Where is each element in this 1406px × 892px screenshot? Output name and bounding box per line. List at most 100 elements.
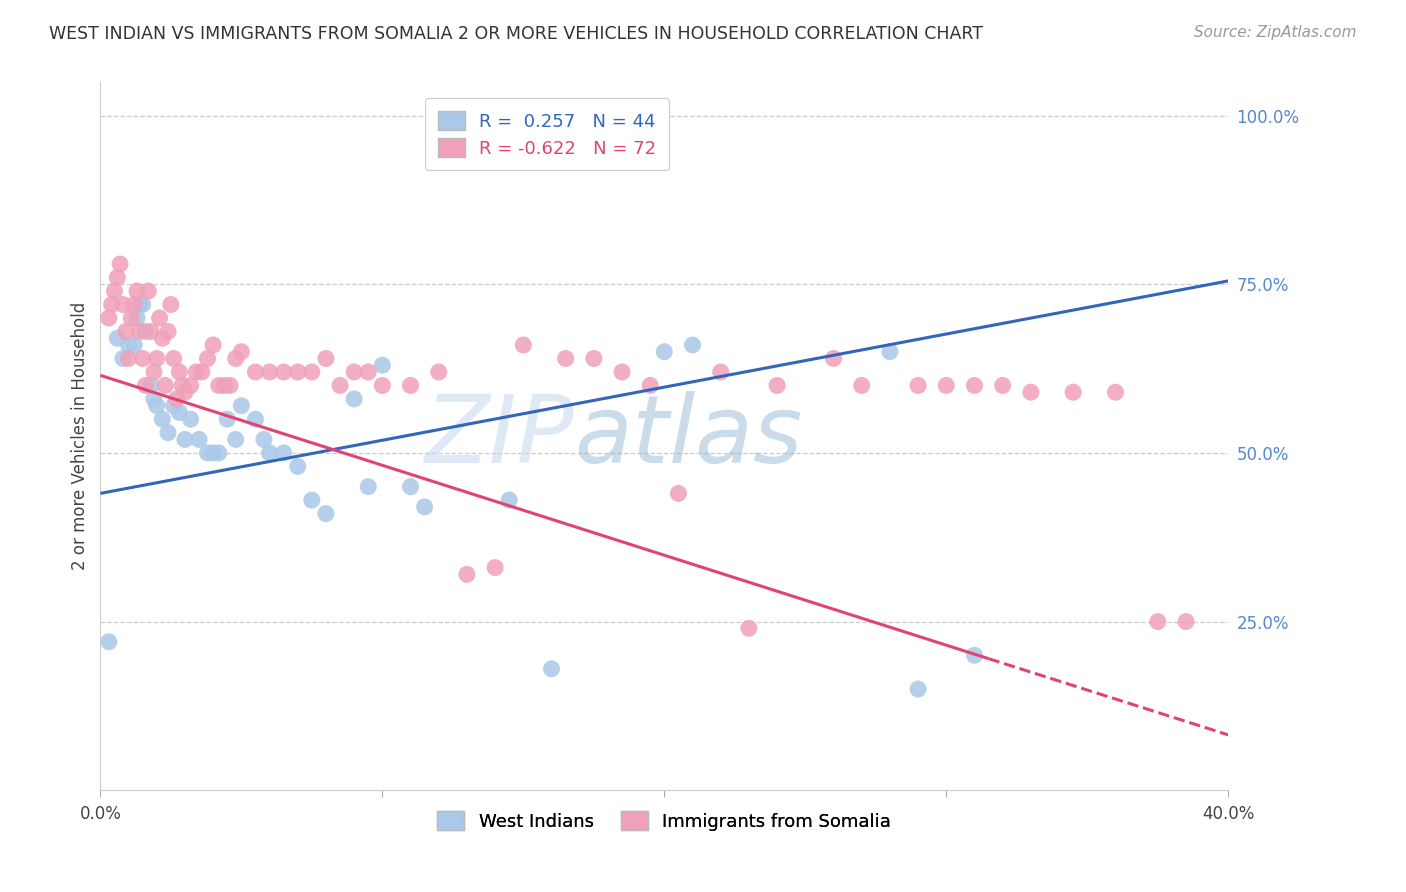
Point (172, 378, 194, 392)
Point (160, 297, 183, 311)
Point (157, 325, 180, 339)
Point (512, 338, 534, 352)
Point (163, 399, 186, 413)
Point (139, 325, 162, 339)
Point (202, 338, 225, 352)
Point (498, 493, 520, 508)
Point (186, 365, 208, 379)
Point (638, 378, 661, 392)
Point (120, 311, 142, 326)
Point (287, 365, 309, 379)
Point (145, 399, 167, 413)
Point (245, 365, 267, 379)
Point (851, 378, 873, 392)
Point (329, 378, 352, 392)
Point (150, 331, 173, 345)
Point (963, 378, 986, 392)
Point (357, 365, 380, 379)
Point (991, 378, 1014, 392)
Point (139, 378, 162, 392)
Point (766, 378, 789, 392)
Point (301, 493, 323, 508)
Point (169, 365, 191, 379)
Point (157, 425, 180, 440)
Point (174, 385, 197, 400)
Text: ZIP: ZIP (425, 391, 574, 482)
Point (301, 365, 323, 379)
Point (231, 344, 253, 359)
Point (217, 412, 239, 426)
Point (117, 351, 139, 366)
Point (273, 446, 295, 460)
Point (150, 412, 173, 426)
Point (371, 378, 394, 392)
Point (738, 621, 761, 635)
Point (128, 297, 150, 311)
Point (105, 270, 128, 285)
Point (145, 351, 167, 366)
Point (231, 399, 253, 413)
Text: WEST INDIAN VS IMMIGRANTS FROM SOMALIA 2 OR MORE VEHICLES IN HOUSEHOLD CORRELATI: WEST INDIAN VS IMMIGRANTS FROM SOMALIA 2… (49, 25, 983, 43)
Point (245, 412, 267, 426)
Point (208, 446, 231, 460)
Point (225, 351, 247, 366)
Point (540, 662, 562, 676)
Point (166, 392, 188, 406)
Point (122, 338, 145, 352)
Point (111, 351, 134, 366)
Point (219, 378, 242, 392)
Point (225, 433, 247, 447)
Point (668, 486, 690, 500)
Point (371, 358, 394, 372)
Point (652, 344, 675, 359)
Point (100, 297, 122, 311)
Point (1019, 385, 1042, 400)
Point (163, 351, 186, 366)
Point (122, 297, 145, 311)
Point (169, 405, 191, 419)
Point (259, 446, 281, 460)
Point (399, 480, 422, 494)
Point (554, 351, 576, 366)
Point (180, 378, 202, 392)
Point (413, 500, 436, 514)
Point (202, 446, 225, 460)
Point (253, 433, 276, 447)
Point (111, 297, 134, 311)
Point (128, 325, 150, 339)
Point (142, 392, 165, 406)
Point (155, 378, 177, 392)
Point (582, 351, 605, 366)
Text: Source: ZipAtlas.com: Source: ZipAtlas.com (1194, 25, 1357, 40)
Point (823, 351, 845, 366)
Point (456, 567, 478, 582)
Point (125, 311, 148, 326)
Point (315, 351, 337, 366)
Text: atlas: atlas (574, 391, 803, 482)
Point (907, 681, 929, 696)
Point (208, 378, 231, 392)
Point (125, 284, 148, 298)
Point (273, 365, 295, 379)
Point (180, 412, 202, 426)
Point (105, 331, 128, 345)
Point (1104, 385, 1126, 400)
Point (191, 365, 214, 379)
Point (259, 365, 281, 379)
Y-axis label: 2 or more Vehicles in Household: 2 or more Vehicles in Household (72, 301, 89, 570)
Point (484, 560, 506, 574)
Point (1146, 615, 1168, 629)
Legend: West Indians, Immigrants from Somalia: West Indians, Immigrants from Somalia (426, 800, 903, 841)
Point (287, 459, 309, 474)
Point (108, 257, 131, 271)
Point (214, 378, 236, 392)
Point (343, 365, 366, 379)
Point (131, 297, 153, 311)
Point (357, 480, 380, 494)
Point (117, 338, 139, 352)
Point (710, 365, 733, 379)
Point (134, 378, 156, 392)
Point (114, 325, 136, 339)
Point (131, 351, 153, 366)
Point (963, 648, 986, 663)
